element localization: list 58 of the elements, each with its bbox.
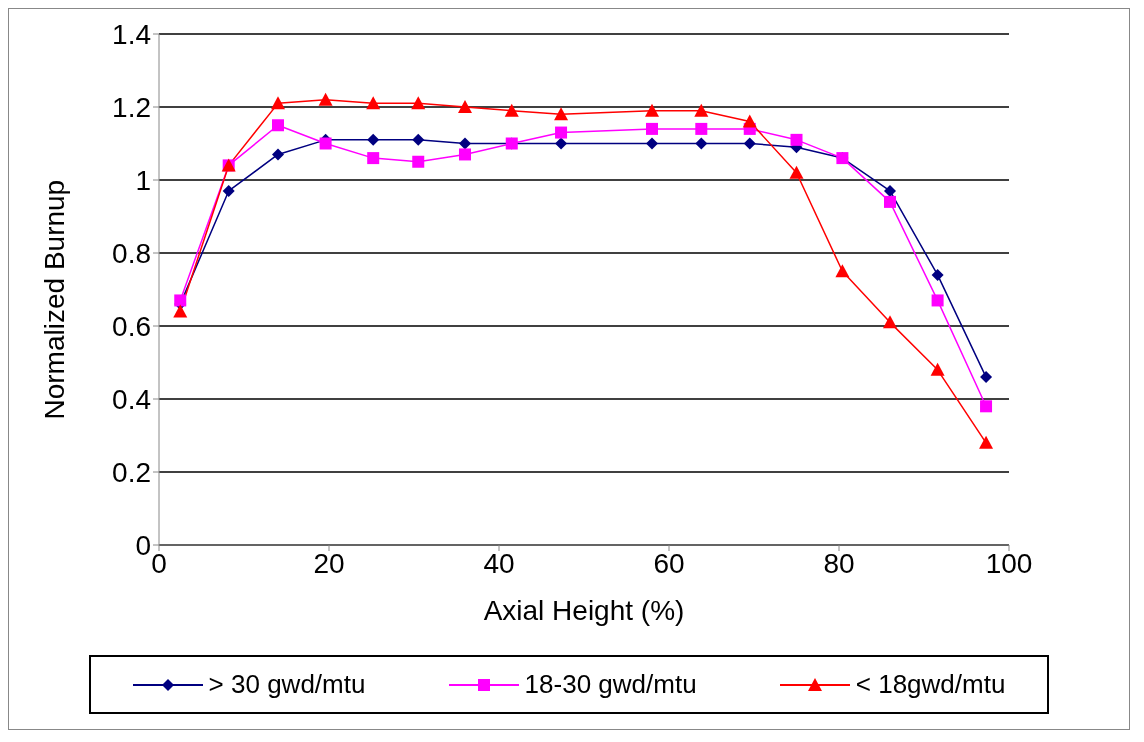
point <box>931 294 944 307</box>
point <box>646 122 658 135</box>
point <box>367 152 380 165</box>
point <box>458 100 472 113</box>
y-axis-title: Normalized Burnup <box>38 179 70 420</box>
point <box>555 137 568 150</box>
point <box>742 114 757 128</box>
point <box>412 155 425 168</box>
point <box>222 184 235 197</box>
point <box>883 315 897 329</box>
y-tick-label: 1 <box>135 164 151 196</box>
y-tick-label: 1.4 <box>112 18 151 50</box>
point <box>979 435 994 449</box>
x-axis-title: Axial Height (%) <box>483 595 685 626</box>
x-tick-label: 20 <box>313 547 345 579</box>
y-tick-label: 0.6 <box>112 310 151 342</box>
x-tick-label: 40 <box>483 547 515 579</box>
point <box>695 137 708 150</box>
y-tick-label: 0.2 <box>112 456 151 488</box>
legend-label: 18-30 gwd/mtu <box>524 669 697 700</box>
x-tick-label: 100 <box>985 547 1033 579</box>
point <box>789 165 804 179</box>
legend-label: < 18gwd/mtu <box>855 669 1006 700</box>
point <box>555 126 568 139</box>
point <box>411 96 426 110</box>
point <box>318 92 333 106</box>
point <box>930 362 945 376</box>
point <box>173 304 188 318</box>
point <box>980 371 993 384</box>
point <box>694 103 709 117</box>
point <box>504 103 519 117</box>
point <box>884 195 896 208</box>
point <box>319 137 332 150</box>
x-tick-label: 60 <box>653 547 685 579</box>
point <box>646 137 658 150</box>
point <box>367 133 380 146</box>
point <box>412 133 425 146</box>
point <box>790 133 803 146</box>
point <box>835 264 850 278</box>
legend-label: > 30 gwd/mtu <box>208 669 366 700</box>
point <box>459 137 471 150</box>
point <box>554 107 569 121</box>
y-tick-label: 1.2 <box>112 91 151 123</box>
point <box>645 103 659 117</box>
point <box>174 294 187 307</box>
point <box>272 119 284 132</box>
point <box>459 148 471 161</box>
point <box>695 122 708 135</box>
point <box>884 184 896 197</box>
y-tick-label: 0.8 <box>112 237 151 269</box>
point <box>272 148 284 161</box>
point <box>743 137 756 150</box>
y-tick-label: 0.4 <box>112 383 151 415</box>
x-tick-label: 80 <box>823 547 855 579</box>
point <box>366 96 381 110</box>
point <box>980 400 993 413</box>
point <box>931 268 944 281</box>
point <box>271 96 285 110</box>
